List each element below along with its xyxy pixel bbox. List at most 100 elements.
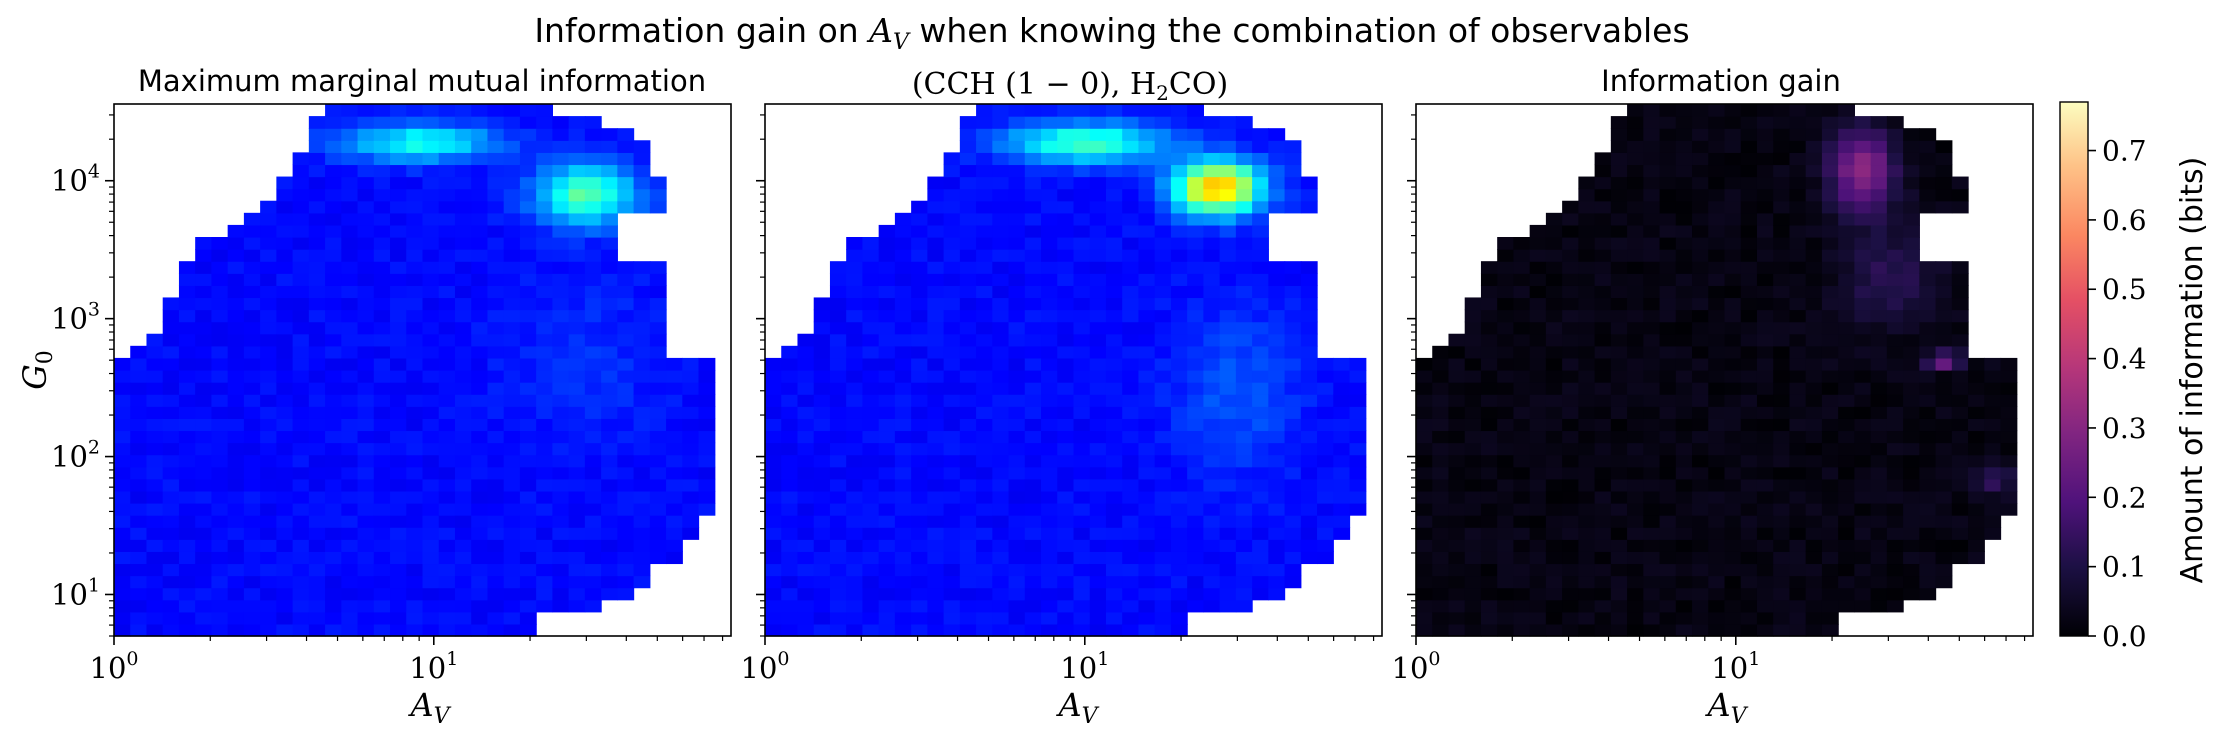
heatmap-cell — [178, 611, 196, 625]
heatmap-cell — [1480, 623, 1498, 637]
heatmap-cell — [146, 345, 164, 359]
heatmap-cell — [666, 394, 683, 407]
heatmap-cell — [1073, 224, 1091, 238]
heatmap-cell — [976, 551, 993, 565]
heatmap-cell — [1562, 466, 1579, 480]
heatmap-cell — [1610, 599, 1628, 613]
heatmap-cell — [829, 309, 847, 323]
heatmap-cell — [552, 599, 570, 613]
heatmap-cell — [519, 309, 537, 323]
heatmap-cell — [1838, 357, 1855, 371]
heatmap-cell — [211, 466, 229, 480]
heatmap-cell — [1708, 345, 1726, 359]
heatmap-cell — [1659, 515, 1677, 528]
heatmap-cell — [438, 261, 456, 274]
heatmap-cell — [373, 563, 391, 577]
heatmap-cell — [698, 454, 716, 468]
heatmap-cell — [325, 551, 342, 565]
heatmap-cell — [601, 575, 618, 589]
heatmap-cell — [146, 551, 164, 565]
heatmap-cell — [195, 430, 213, 444]
heatmap-cell — [1789, 563, 1807, 577]
heatmap-cell — [1562, 309, 1579, 323]
heatmap-cell — [927, 406, 945, 419]
heatmap-cell — [1773, 249, 1791, 262]
heatmap-cell — [1122, 503, 1140, 516]
heatmap-cell — [797, 539, 815, 552]
heatmap-cell — [959, 394, 977, 407]
heatmap-cell — [666, 418, 683, 432]
heatmap-cell — [1105, 623, 1123, 637]
heatmap-cell — [454, 563, 472, 577]
heatmap-cell — [1448, 394, 1466, 407]
heatmap-cell — [341, 466, 359, 480]
heatmap-cell — [406, 599, 424, 613]
heatmap-cell — [1594, 454, 1612, 468]
heatmap-cell — [568, 490, 586, 504]
heatmap-cell — [1235, 176, 1253, 190]
heatmap-cell — [568, 382, 586, 395]
heatmap-cell — [992, 224, 1010, 238]
heatmap-cell — [1643, 478, 1661, 492]
heatmap-cell — [959, 466, 977, 480]
heatmap-cell — [487, 261, 505, 274]
heatmap-cell — [584, 116, 602, 129]
heatmap-cell — [1300, 382, 1318, 395]
heatmap-cell — [1057, 490, 1075, 504]
heatmap-cell — [813, 551, 831, 565]
heatmap-cell — [1789, 249, 1807, 262]
heatmap-cell — [1284, 309, 1302, 323]
heatmap-cell — [1756, 454, 1774, 468]
heatmap-cell — [471, 333, 489, 347]
heatmap-cell — [308, 285, 326, 299]
heatmap-cell — [357, 321, 375, 335]
heatmap-cell — [1724, 406, 1742, 419]
heatmap-cell — [471, 466, 489, 480]
heatmap-cell — [422, 515, 440, 528]
heatmap-cell — [1854, 164, 1872, 178]
panel-3-frame — [1415, 103, 2034, 637]
heatmap-cell — [373, 490, 391, 504]
heatmap-cell — [1497, 406, 1515, 419]
heatmap-cell — [1041, 551, 1058, 565]
heatmap-cell — [195, 345, 213, 359]
heatmap-cell — [1089, 309, 1107, 323]
heatmap-cell — [911, 490, 928, 504]
heatmap-cell — [1154, 164, 1172, 178]
heatmap-cell — [536, 466, 553, 480]
heatmap-cell — [781, 575, 799, 589]
heatmap-cell — [195, 321, 213, 335]
heatmap-cell — [1545, 309, 1563, 323]
heatmap-cell — [797, 599, 815, 613]
heatmap-cell — [1773, 212, 1791, 226]
heatmap-cell — [503, 454, 521, 468]
heatmap-cell — [1838, 551, 1855, 565]
heatmap-cell — [829, 345, 847, 359]
heatmap-cell — [959, 333, 977, 347]
heatmap-cell — [959, 176, 977, 190]
heatmap-cell — [1235, 454, 1253, 468]
heatmap-cell — [503, 176, 521, 190]
heatmap-cell — [260, 224, 277, 238]
heatmap-cell — [1692, 611, 1709, 625]
heatmap-cell — [911, 587, 928, 601]
heatmap-cell — [1122, 128, 1140, 141]
heatmap-cell — [276, 454, 294, 468]
heatmap-cell — [276, 285, 294, 299]
heatmap-cell — [1317, 515, 1334, 528]
heatmap-cell — [1935, 321, 1953, 335]
heatmap-cell — [1773, 176, 1791, 190]
heatmap-cell — [633, 563, 651, 577]
heatmap-cell — [162, 297, 180, 311]
heatmap-cell — [1545, 623, 1563, 637]
heatmap-cell — [976, 104, 993, 117]
heatmap-cell — [1870, 212, 1888, 226]
heatmap-cell — [846, 345, 864, 359]
heatmap-cell — [1041, 442, 1058, 456]
heatmap-cell — [1089, 611, 1107, 625]
heatmap-cell — [568, 563, 586, 577]
heatmap-cell — [1073, 406, 1091, 419]
heatmap-cell — [1756, 599, 1774, 613]
heatmap-cell — [1105, 490, 1123, 504]
heatmap-cell — [1594, 599, 1612, 613]
